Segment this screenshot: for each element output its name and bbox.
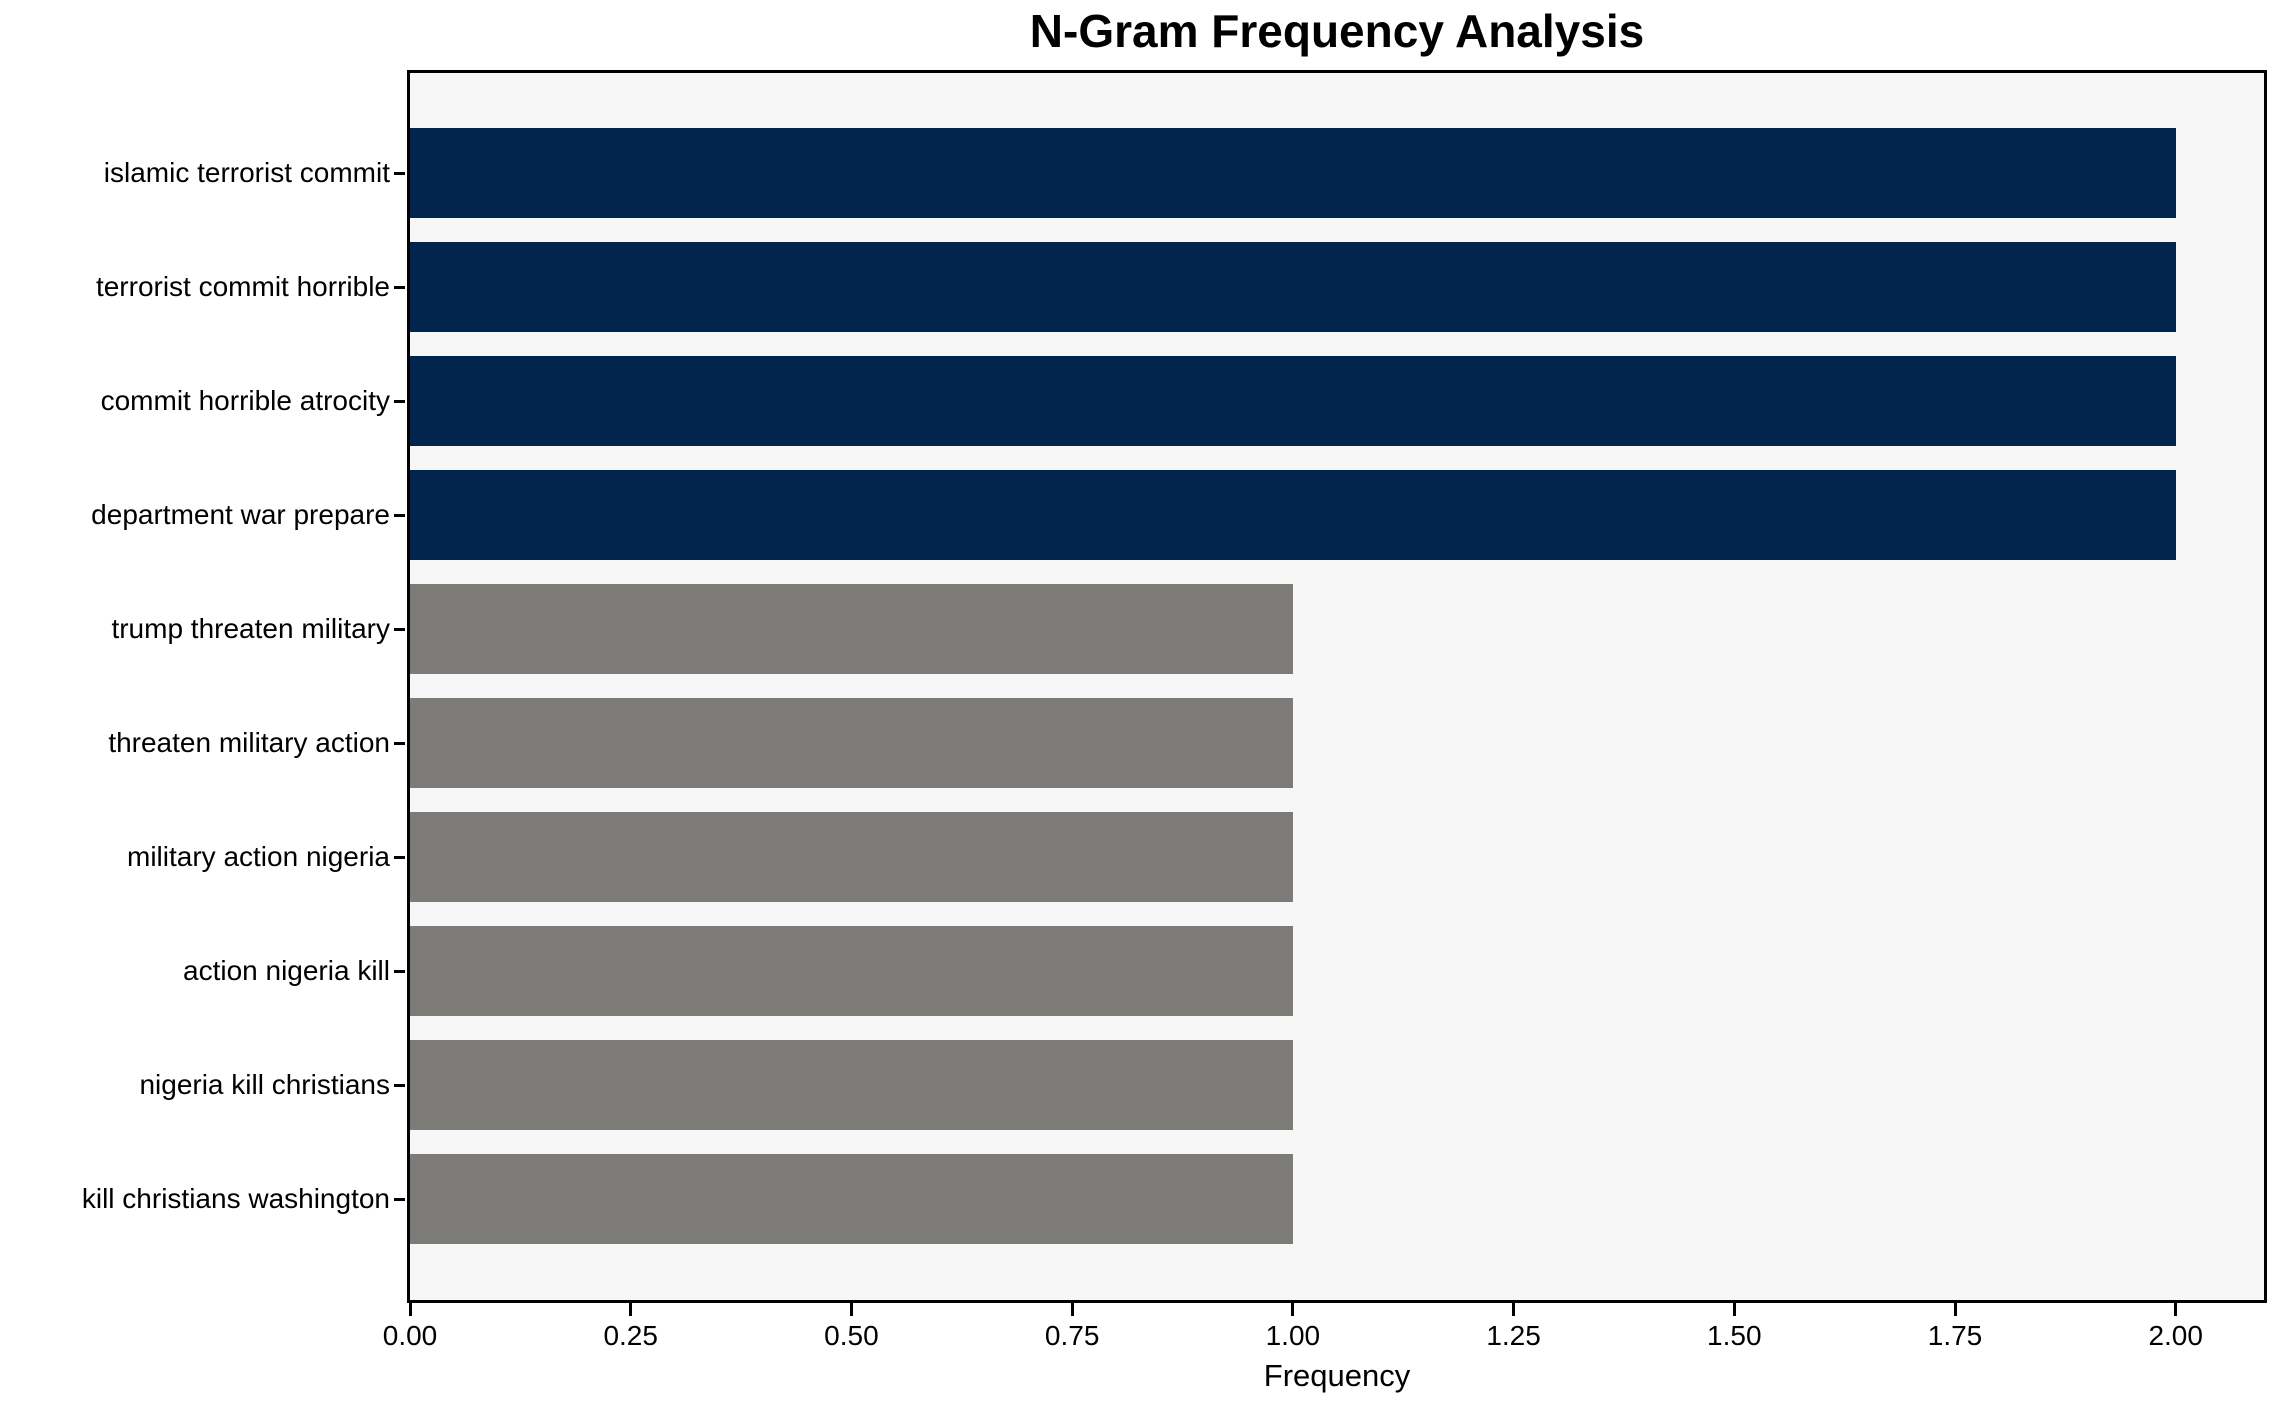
y-tick-label: nigeria kill christians <box>139 1069 390 1100</box>
y-tick-label: action nigeria kill <box>183 955 390 986</box>
y-tick-label: military action nigeria <box>127 841 390 872</box>
x-tick-label: 1.25 <box>1486 1320 1541 1351</box>
x-tick-mark <box>1291 1303 1295 1316</box>
y-tick-mark <box>394 1083 405 1087</box>
x-tick-mark <box>1070 1303 1074 1316</box>
x-tick-label: 1.75 <box>1927 1320 1983 1351</box>
y-tick-mark <box>394 627 405 631</box>
y-tick-label: terrorist commit horrible <box>95 271 390 302</box>
y-tick-label: islamic terrorist commit <box>103 157 390 188</box>
bar <box>410 698 1293 788</box>
bar <box>410 584 1293 674</box>
x-tick-mark <box>629 1303 633 1316</box>
x-tick-label: 0.00 <box>382 1320 438 1351</box>
bar <box>410 1154 1293 1244</box>
y-tick-label: department war prepare <box>91 499 390 530</box>
bar <box>410 926 1293 1016</box>
y-tick-mark <box>394 969 405 973</box>
x-tick-label: 2.00 <box>2148 1320 2203 1351</box>
x-tick-mark <box>2174 1303 2178 1316</box>
y-tick-mark <box>394 1197 405 1201</box>
bar <box>410 1040 1293 1130</box>
x-tick-label: 0.75 <box>1044 1320 1100 1351</box>
y-tick-label: threaten military action <box>108 727 390 758</box>
x-tick-label: 1.00 <box>1265 1320 1321 1351</box>
x-tick-mark <box>408 1303 412 1316</box>
plot-area <box>407 70 2267 1303</box>
y-tick-mark <box>394 285 405 289</box>
x-tick-label: 0.50 <box>824 1320 879 1351</box>
chart-title: N-Gram Frequency Analysis <box>1029 5 1645 57</box>
x-tick-label: 0.25 <box>603 1320 658 1351</box>
y-tick-label: kill christians washington <box>81 1183 390 1214</box>
x-tick-mark <box>849 1303 853 1316</box>
x-tick-mark <box>1512 1303 1516 1316</box>
bar <box>410 128 2176 218</box>
x-axis-title: Frequency <box>1263 1358 1411 1393</box>
y-tick-mark <box>394 399 405 403</box>
y-tick-label: commit horrible atrocity <box>100 385 390 416</box>
x-tick-label: 1.50 <box>1707 1320 1762 1351</box>
y-tick-mark <box>394 171 405 175</box>
y-tick-mark <box>394 741 405 745</box>
bar <box>410 356 2176 446</box>
x-tick-mark <box>1953 1303 1957 1316</box>
bar <box>410 470 2176 560</box>
bar <box>410 242 2176 332</box>
x-tick-mark <box>1732 1303 1736 1316</box>
y-tick-label: trump threaten military <box>111 613 390 644</box>
bar <box>410 812 1293 902</box>
y-tick-mark <box>394 513 405 517</box>
y-tick-mark <box>394 855 405 859</box>
